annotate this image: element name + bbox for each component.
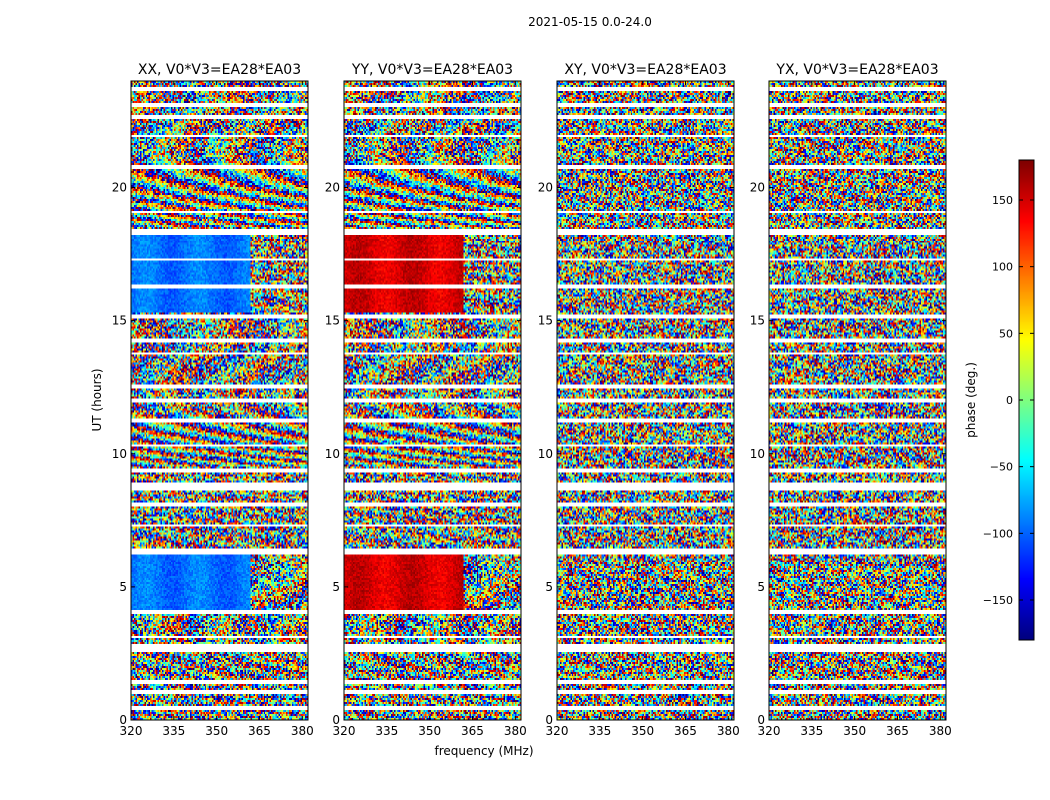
colorbar-tick-label: −150 bbox=[983, 594, 1013, 607]
x-tick-label: 335 bbox=[375, 724, 398, 738]
x-tick-label: 335 bbox=[800, 724, 823, 738]
y-tick-label: 10 bbox=[325, 447, 340, 461]
panel-frame bbox=[768, 80, 947, 721]
y-tick-label: 15 bbox=[112, 314, 127, 328]
panel-yx: YX, V0*V3=EA28*EA03 320 335 350 365 380 0 5 10 15… bbox=[750, 62, 952, 738]
x-tick-label: 380 bbox=[929, 724, 952, 738]
x-tick-label: 320 bbox=[120, 724, 143, 738]
figure-title: 2021-05-15 0.0-24.0 bbox=[528, 15, 652, 29]
panel-title: XX, V0*V3=EA28*EA03 bbox=[138, 62, 301, 78]
x-tick-label: 365 bbox=[461, 724, 484, 738]
y-tick-label: 15 bbox=[325, 314, 340, 328]
y-tick-label: 5 bbox=[545, 580, 553, 594]
panel-yy: YY, V0*V3=EA28*EA03 320 335 350 365 380 0 5 10 15… bbox=[325, 62, 527, 738]
x-tick-label: 380 bbox=[291, 724, 314, 738]
colorbar-tick-label: 100 bbox=[992, 261, 1013, 274]
y-tick-label: 15 bbox=[538, 314, 553, 328]
heatmap-xx bbox=[131, 81, 308, 720]
colorbar-tick-label: −100 bbox=[983, 527, 1013, 540]
panel-title: XY, V0*V3=EA28*EA03 bbox=[564, 62, 726, 78]
x-tick-label: 380 bbox=[717, 724, 740, 738]
y-tick-label: 15 bbox=[750, 314, 765, 328]
x-axis-label: frequency (MHz) bbox=[434, 744, 533, 758]
heatmap-yy bbox=[344, 81, 521, 720]
x-tick-label: 350 bbox=[205, 724, 228, 738]
y-tick-label: 0 bbox=[757, 713, 765, 727]
y-tick-label: 5 bbox=[757, 580, 765, 594]
colorbar-tick-label: 50 bbox=[999, 327, 1013, 340]
y-tick-label: 5 bbox=[332, 580, 340, 594]
panel-frame bbox=[130, 80, 309, 721]
panel-xx: XX, V0*V3=EA28*EA03 320 335 350 365 380 0 5 10 15… bbox=[112, 62, 314, 738]
y-tick-label: 0 bbox=[332, 713, 340, 727]
y-tick-label: 10 bbox=[750, 447, 765, 461]
y-tick-label: 5 bbox=[119, 580, 127, 594]
y-tick-label: 20 bbox=[112, 181, 127, 195]
x-tick-label: 350 bbox=[843, 724, 866, 738]
x-tick-label: 380 bbox=[504, 724, 527, 738]
x-tick-label: 350 bbox=[418, 724, 441, 738]
y-tick-label: 20 bbox=[325, 181, 340, 195]
panel-frame bbox=[343, 80, 522, 721]
y-tick-label: 20 bbox=[538, 181, 553, 195]
y-tick-label: 0 bbox=[119, 713, 127, 727]
heatmap-yx bbox=[769, 81, 946, 720]
y-axis-label: UT (hours) bbox=[90, 368, 104, 431]
x-tick-label: 365 bbox=[886, 724, 909, 738]
colorbar-gradient bbox=[1019, 160, 1034, 640]
x-tick-label: 335 bbox=[588, 724, 611, 738]
panel-title: YY, V0*V3=EA28*EA03 bbox=[351, 62, 513, 78]
x-tick-label: 365 bbox=[248, 724, 271, 738]
colorbar-tick-label: 150 bbox=[992, 194, 1013, 207]
colorbar: −150 −100 −50 0 50 100 150 phase (deg.) bbox=[964, 159, 1035, 641]
y-tick-label: 10 bbox=[538, 447, 553, 461]
x-tick-label: 320 bbox=[546, 724, 569, 738]
y-tick-label: 10 bbox=[112, 447, 127, 461]
panel-frame bbox=[556, 80, 735, 721]
x-tick-label: 350 bbox=[631, 724, 654, 738]
x-tick-label: 320 bbox=[333, 724, 356, 738]
y-tick-label: 20 bbox=[750, 181, 765, 195]
x-tick-label: 365 bbox=[674, 724, 697, 738]
y-tick-label: 0 bbox=[545, 713, 553, 727]
colorbar-tick-label: −50 bbox=[990, 461, 1013, 474]
panels-group: XX, V0*V3=EA28*EA03 320 335 350 365 380 0 5 10 15… bbox=[112, 62, 952, 738]
panel-xy: XY, V0*V3=EA28*EA03 320 335 350 365 380 0 5 10 15… bbox=[538, 62, 740, 738]
panel-title: YX, V0*V3=EA28*EA03 bbox=[775, 62, 938, 78]
x-tick-label: 335 bbox=[162, 724, 185, 738]
x-tick-label: 320 bbox=[758, 724, 781, 738]
heatmap-xy bbox=[557, 81, 734, 720]
colorbar-tick-label: 0 bbox=[1006, 394, 1013, 407]
colorbar-label: phase (deg.) bbox=[964, 362, 978, 438]
